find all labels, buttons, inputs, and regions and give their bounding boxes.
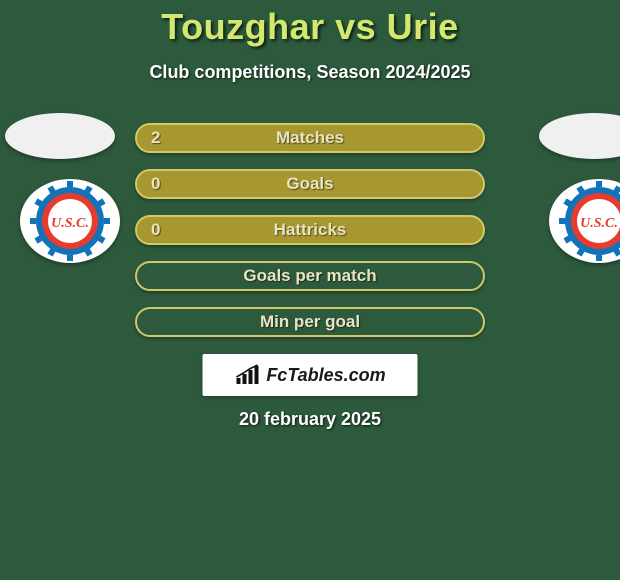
- stats-list: 2 Matches 0 Goals 0 Hattricks Goals per …: [135, 123, 485, 353]
- club-badge-text: U.S.C.: [51, 216, 89, 231]
- stat-row-hattricks: 0 Hattricks: [135, 215, 485, 245]
- stat-label: Min per goal: [260, 312, 360, 332]
- stat-row-goals-per-match: Goals per match: [135, 261, 485, 291]
- watermark-text: FcTables.com: [266, 365, 385, 386]
- date-label: 20 february 2025: [239, 409, 381, 430]
- club-crest-icon: U.S.C.: [20, 179, 120, 263]
- stat-label: Matches: [276, 128, 344, 148]
- club-badge-left: U.S.C.: [20, 179, 120, 263]
- stat-value: 0: [151, 220, 160, 240]
- svg-text:U.S.C.: U.S.C.: [580, 216, 618, 231]
- stat-label: Goals per match: [243, 266, 376, 286]
- stat-row-matches: 2 Matches: [135, 123, 485, 153]
- stat-label: Goals: [286, 174, 333, 194]
- page-title: Touzghar vs Urie: [0, 0, 620, 48]
- player-avatar-right: [539, 113, 620, 159]
- stat-row-min-per-goal: Min per goal: [135, 307, 485, 337]
- subtitle: Club competitions, Season 2024/2025: [0, 62, 620, 83]
- stat-label: Hattricks: [274, 220, 347, 240]
- stat-value: 0: [151, 174, 160, 194]
- watermark: FcTables.com: [203, 354, 418, 396]
- player-avatar-left: [5, 113, 115, 159]
- stat-value: 2: [151, 128, 160, 148]
- club-badge-right: U.S.C.: [549, 179, 620, 263]
- stat-row-goals: 0 Goals: [135, 169, 485, 199]
- club-crest-icon: U.S.C.: [549, 179, 620, 263]
- bars-icon: [234, 364, 262, 386]
- comparison-card: Touzghar vs Urie Club competitions, Seas…: [0, 0, 620, 580]
